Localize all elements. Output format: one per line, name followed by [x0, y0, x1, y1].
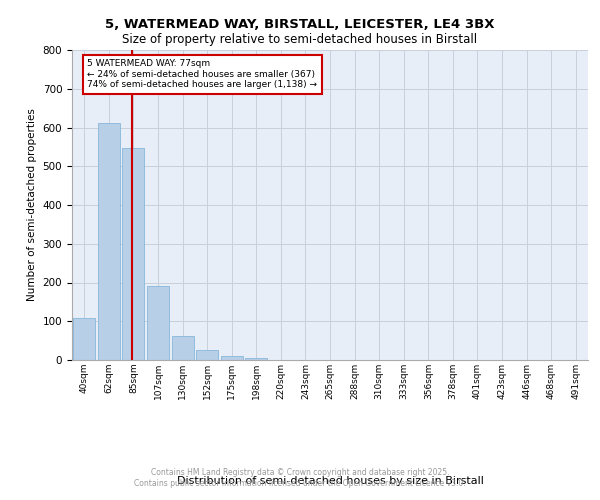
Bar	[73, 318, 95, 360]
X-axis label: Distribution of semi-detached houses by size in Birstall: Distribution of semi-detached houses by …	[176, 476, 484, 486]
Bar	[196, 350, 218, 360]
Text: Size of property relative to semi-detached houses in Birstall: Size of property relative to semi-detach…	[122, 32, 478, 46]
Bar	[98, 123, 120, 360]
Bar	[147, 286, 169, 360]
Text: 5 WATERMEAD WAY: 77sqm
← 24% of semi-detached houses are smaller (367)
74% of se: 5 WATERMEAD WAY: 77sqm ← 24% of semi-det…	[88, 60, 317, 89]
Bar	[122, 148, 145, 360]
Bar	[172, 336, 194, 360]
Text: Contains HM Land Registry data © Crown copyright and database right 2025.
Contai: Contains HM Land Registry data © Crown c…	[134, 468, 466, 487]
Y-axis label: Number of semi-detached properties: Number of semi-detached properties	[27, 108, 37, 302]
Bar	[245, 358, 268, 360]
Bar	[221, 356, 243, 360]
Text: 5, WATERMEAD WAY, BIRSTALL, LEICESTER, LE4 3BX: 5, WATERMEAD WAY, BIRSTALL, LEICESTER, L…	[105, 18, 495, 30]
